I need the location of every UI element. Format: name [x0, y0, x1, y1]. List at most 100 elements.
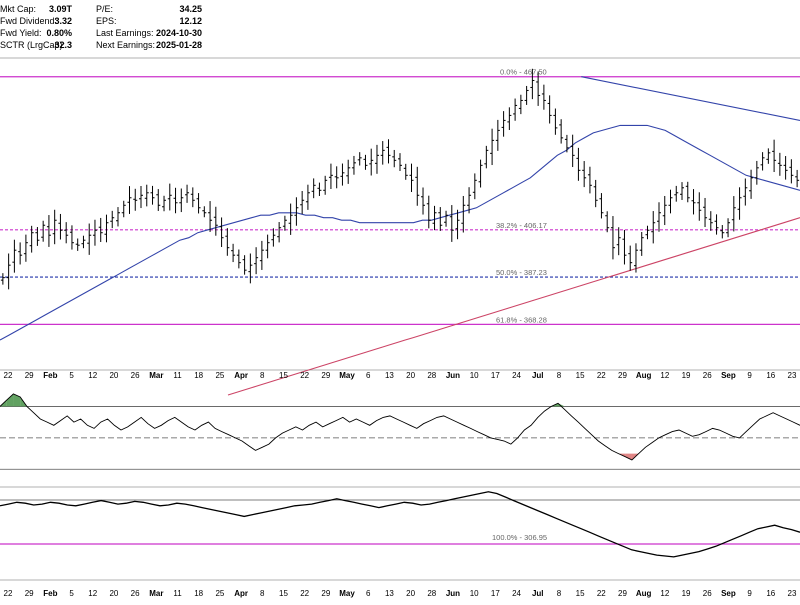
ohlc-bar	[587, 166, 592, 194]
ohlc-bar	[553, 108, 558, 135]
ohlc-bar	[455, 209, 460, 240]
ohlc-bar	[444, 210, 449, 227]
ohlc-bar	[559, 119, 564, 144]
ohlc-bar	[426, 195, 431, 229]
ohlc-bar	[156, 189, 161, 211]
x-tick-label: 29	[321, 371, 330, 380]
ohlc-bar	[495, 119, 500, 151]
ohlc-bar	[582, 161, 587, 188]
ohlc-bar	[605, 211, 610, 233]
ohlc-bar	[69, 225, 74, 250]
ohlc-bar	[743, 178, 748, 206]
x-tick-label: 15	[576, 589, 585, 598]
momentum-panel: 100.0% - 306.95	[0, 491, 800, 558]
x-tick-label: 29	[321, 589, 330, 598]
x-tick-label: 29	[618, 589, 627, 598]
x-tick-label: 17	[491, 589, 500, 598]
x-tick-label: Aug	[636, 589, 652, 598]
info-left-value-1: 3.32	[54, 16, 72, 26]
ohlc-bar	[421, 187, 426, 215]
ohlc-bar	[432, 205, 437, 231]
fib-labels: 0.0% - 467.50 38.2% - 406.17 50.0% - 387…	[496, 68, 547, 325]
ohlc-bar	[570, 134, 575, 168]
x-tick-label: 8	[260, 371, 265, 380]
ohlc-bar	[518, 94, 523, 115]
ma200-line	[227, 217, 800, 396]
ohlc-bar	[409, 163, 414, 192]
x-tick-label: 25	[215, 589, 224, 598]
ohlc-bar	[703, 197, 708, 228]
x-tick-label: 8	[557, 371, 562, 380]
ohlc-bar	[363, 154, 368, 170]
info-left-label-2: Fwd Yield:	[0, 28, 42, 38]
ohlc-bar	[144, 184, 149, 207]
x-tick-label: 12	[660, 371, 669, 380]
info-right-value-3: 2025-01-28	[156, 40, 202, 50]
x-tick-label: 28	[427, 371, 436, 380]
ohlc-bar	[628, 245, 633, 271]
ohlc-bar	[697, 192, 702, 221]
ohlc-bar	[507, 107, 512, 130]
ohlc-bar	[789, 159, 794, 184]
ohlc-bar	[58, 213, 63, 240]
ohlc-bar	[599, 193, 604, 219]
ohlc-bar	[311, 178, 316, 199]
ohlc-bar	[772, 139, 777, 173]
ohlc-bar	[346, 159, 351, 184]
ohlc-bar	[357, 152, 362, 166]
x-tick-label: 18	[194, 589, 203, 598]
ohlc-bar	[777, 152, 782, 176]
ohlc-bar	[680, 182, 685, 200]
ohlc-bar	[490, 128, 495, 166]
ohlc-bar	[524, 85, 529, 105]
moving-averages	[0, 76, 800, 396]
x-tick-label: 15	[279, 589, 288, 598]
ohlc-bar	[541, 84, 546, 110]
x-tick-label: 12	[88, 589, 97, 598]
ohlc-bar	[18, 242, 23, 265]
ohlc-bar	[530, 68, 535, 100]
x-tick-label: May	[339, 371, 355, 380]
horizontal-lines	[0, 76, 800, 325]
ohlc-bar	[766, 148, 771, 164]
ohlc-bar	[662, 195, 667, 226]
ohlc-bar	[277, 222, 282, 243]
x-tick-label: 20	[109, 371, 118, 380]
ohlc-bar	[593, 179, 598, 208]
x-tick-label: 12	[660, 589, 669, 598]
ohlc-bar	[478, 159, 483, 188]
x-tick-label: 11	[173, 589, 182, 598]
ohlc-bar	[651, 211, 656, 244]
ohlc-bar	[656, 202, 661, 232]
ohlc-bar	[754, 160, 759, 185]
x-tick-label: Jul	[532, 371, 544, 380]
ohlc-bar	[185, 184, 190, 203]
ohlc-bar	[714, 214, 719, 235]
fib-label-3: 61.8% - 368.28	[496, 315, 547, 324]
ohlc-bar	[110, 210, 115, 229]
ohlc-bar	[369, 148, 374, 176]
x-tick-label: 18	[194, 371, 203, 380]
x-tick-label: 9	[747, 589, 752, 598]
ohlc-bar	[92, 219, 97, 246]
ma50-line	[0, 124, 800, 341]
x-tick-label: 6	[366, 371, 371, 380]
x-tick-label: 28	[427, 589, 436, 598]
ohlc-bar	[173, 187, 178, 214]
ohlc-bar	[208, 201, 213, 232]
momentum-line	[0, 491, 800, 558]
ohlc-bar	[708, 211, 713, 231]
x-tick-label: Sep	[721, 371, 736, 380]
info-left-value-3: 32.3	[54, 40, 72, 50]
info-left-label-0: Mkt Cap:	[0, 4, 36, 14]
ohlc-bar	[288, 203, 293, 235]
x-tick-label: 22	[4, 589, 13, 598]
ohlc-bar	[121, 200, 126, 218]
ohlc-bar	[726, 218, 731, 238]
ohlc-bar	[225, 228, 230, 256]
x-tick-label: 23	[788, 589, 797, 598]
x-tick-label: Feb	[43, 371, 57, 380]
ohlc-bar	[35, 227, 40, 246]
ohlc-bar	[461, 195, 466, 233]
ohlc-bar	[248, 253, 253, 284]
